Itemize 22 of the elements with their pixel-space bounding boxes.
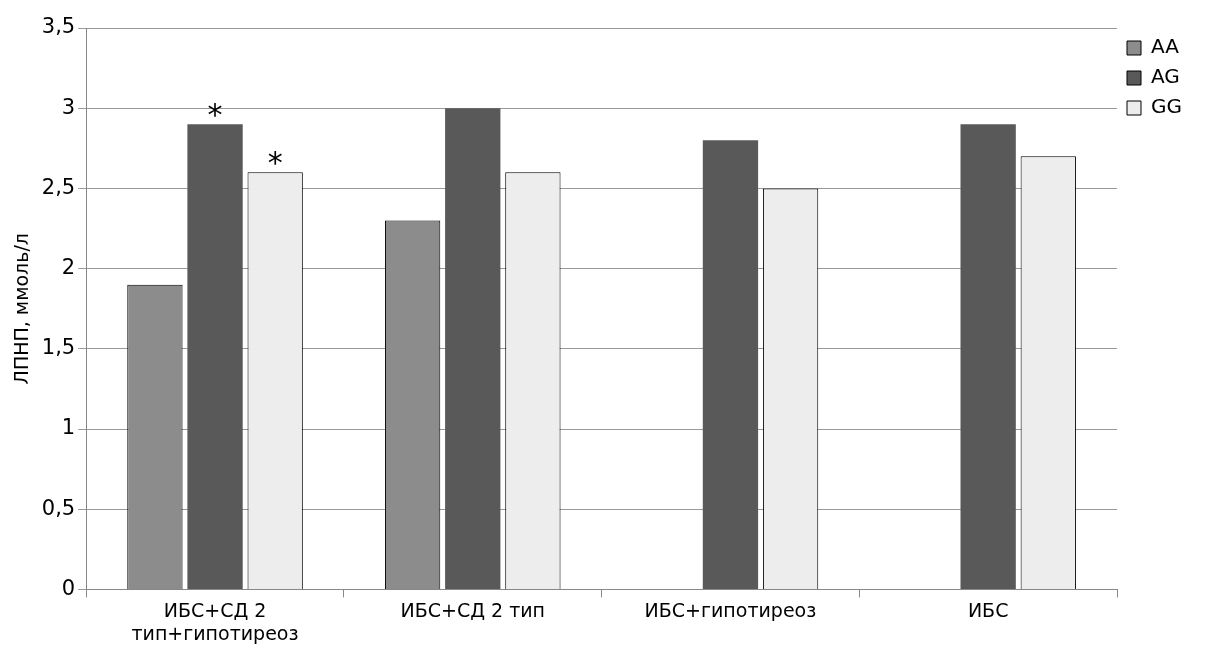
x-tick-label: ИБС xyxy=(967,598,1009,621)
y-axis-title: ЛПНП, ммоль/л xyxy=(10,233,33,385)
legend-label: AA xyxy=(1151,34,1180,59)
bar xyxy=(445,108,501,589)
y-tick-label: 0,5 xyxy=(41,495,76,520)
bar xyxy=(187,124,243,589)
legend-label: GG xyxy=(1151,94,1182,119)
bar xyxy=(702,140,759,589)
legend-label: AG xyxy=(1151,64,1180,89)
y-tick-label: 2,5 xyxy=(41,174,76,199)
y-tick-label: 3 xyxy=(61,94,76,119)
x-tick-label: ИБС+СД 2 тип xyxy=(400,598,546,621)
annotation: * xyxy=(267,145,283,181)
y-tick-label: 3,5 xyxy=(41,14,76,39)
y-tick-label: 1 xyxy=(61,415,76,440)
y-tick-label: 2 xyxy=(61,255,76,280)
annotation: * xyxy=(207,97,223,133)
bar xyxy=(960,124,1016,589)
x-tick-label: ИБС+гипотиреоз xyxy=(644,598,817,621)
x-tick-label: ИБС+СД 2 тип+гипотиреоз xyxy=(131,598,299,644)
y-tick-label: 0 xyxy=(61,575,76,600)
y-tick-label: 1,5 xyxy=(41,335,76,360)
